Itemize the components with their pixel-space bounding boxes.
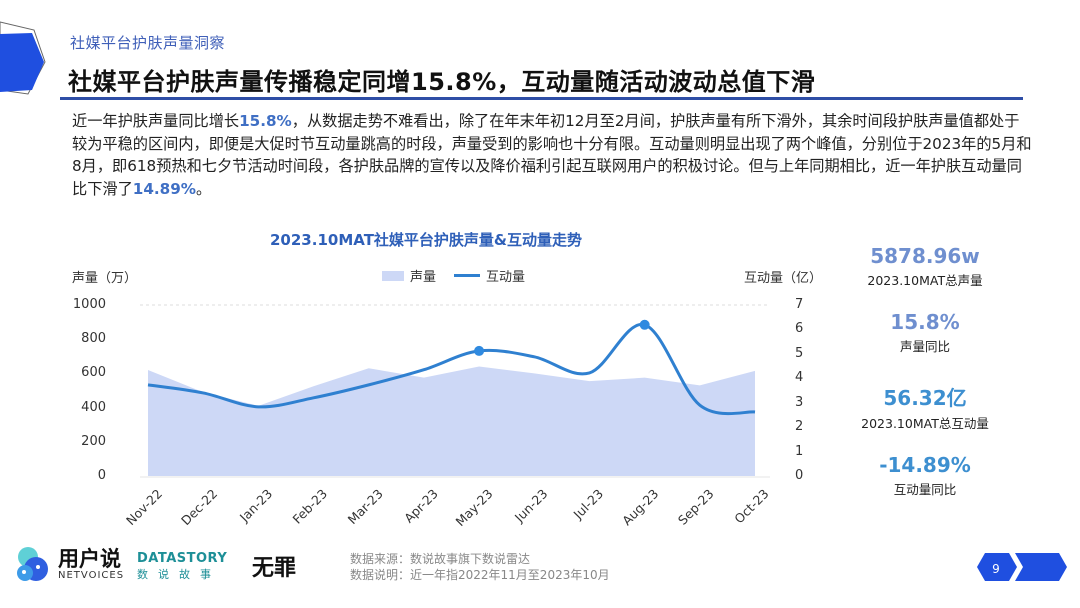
interaction-line [147, 323, 756, 416]
stat-value: 15.8% [890, 310, 960, 334]
datastory-logo-cn: 数说故事 [137, 568, 221, 581]
stat-label: 声量同比 [899, 339, 950, 354]
peak-marker [474, 345, 485, 356]
datastory-logo-en: DATASTORY [137, 551, 228, 566]
data-source: 数据来源：数说故事旗下数说雷达 [350, 552, 531, 566]
data-description: 数据说明：近一年指2022年11月至2023年10月 [350, 568, 610, 582]
section-kicker: 社媒平台护肤声量洞察 [70, 34, 226, 52]
summary-paragraph: 近一年护肤声量同比增长15.8%，从数据走势不难看出，除了在年末年初12月至2月… [72, 110, 1032, 200]
stat-value: -14.89% [879, 453, 971, 477]
page-number-hexagon [977, 553, 1017, 581]
stat-value: 56.32亿 [883, 386, 967, 410]
highlight-decline: 14.89% [132, 179, 197, 198]
right-axis-tick: 0 [795, 468, 804, 483]
right-axis-tick: 3 [795, 394, 804, 410]
page-indicator [977, 553, 1067, 581]
left-axis-tick: 200 [81, 433, 106, 449]
legend-line-label: 互动量 [486, 270, 526, 285]
summary-text: 近一年护肤声量同比增长 [72, 112, 240, 130]
netvoices-bubble-icon [17, 547, 48, 581]
interaction-peak-markers [474, 319, 650, 356]
highlight-growth: 15.8% [239, 112, 292, 130]
right-axis-title: 互动量（亿） [744, 271, 823, 286]
legend-line-swatch [454, 274, 481, 277]
stat-total-interaction: 56.32亿 2023.10MAT总互动量 [845, 382, 1005, 432]
volume-area [148, 366, 755, 476]
page-title: 社媒平台护肤声量传播稳定同增15.8%，互动量随活动波动总值下滑 [68, 68, 816, 96]
left-axis-tick: 400 [81, 399, 106, 415]
left-axis-tick: 600 [81, 365, 106, 381]
wuzui-logo: 无罪 [252, 556, 297, 581]
netvoices-logo: 用户说 NETVOICES [14, 545, 124, 585]
stat-volume-yoy: 15.8% 声量同比 [845, 310, 1005, 355]
right-axis-tick: 7 [795, 297, 804, 312]
title-underline [60, 97, 1023, 100]
legend-area-label: 声量 [410, 270, 437, 285]
left-axis-tick: 800 [81, 331, 106, 347]
chart-legend: 声量 互动量 [382, 266, 525, 285]
stat-label: 2023.10MAT总互动量 [861, 416, 989, 431]
stat-value: 5878.96w [870, 244, 980, 268]
legend-area-swatch [382, 270, 404, 281]
right-axis-tick: 5 [795, 345, 804, 361]
page-number: 9 [992, 562, 1000, 576]
stat-interaction-yoy: -14.89% 互动量同比 [845, 453, 1005, 498]
corner-hexagon-decoration [0, 21, 46, 95]
stat-total-volume: 5878.96w 2023.10MAT总声量 [845, 244, 1005, 289]
left-axis-tick: 0 [97, 468, 106, 483]
right-axis-tick: 4 [795, 370, 804, 386]
right-axis-tick: 1 [795, 443, 804, 459]
netvoices-logo-en: NETVOICES [58, 570, 125, 581]
next-page-arrow-icon[interactable] [1015, 553, 1067, 581]
summary-text: 。 [196, 179, 212, 198]
summary-text: ，从数据走势不难看出，除了在年末年初12月至2月间，护肤声量有所下滑外，其余时间… [72, 112, 1032, 198]
netvoices-logo-cn: 用户说 [58, 547, 121, 571]
left-axis-title: 声量（万） [72, 271, 138, 286]
right-axis-tick: 6 [795, 321, 804, 337]
peak-marker [639, 319, 650, 330]
stat-label: 2023.10MAT总声量 [867, 273, 983, 288]
datastory-logo: DATASTORY 数说故事 [137, 551, 227, 582]
stat-label: 互动量同比 [893, 482, 957, 497]
left-axis-tick: 1000 [72, 297, 106, 312]
right-axis-tick: 2 [795, 419, 804, 435]
data-source-note: 数据来源：数说故事旗下数说雷达 数据说明：近一年指2022年11月至2023年1… [350, 551, 610, 583]
chart-title: 2023.10MAT社媒平台护肤声量&互动量走势 [270, 231, 583, 249]
